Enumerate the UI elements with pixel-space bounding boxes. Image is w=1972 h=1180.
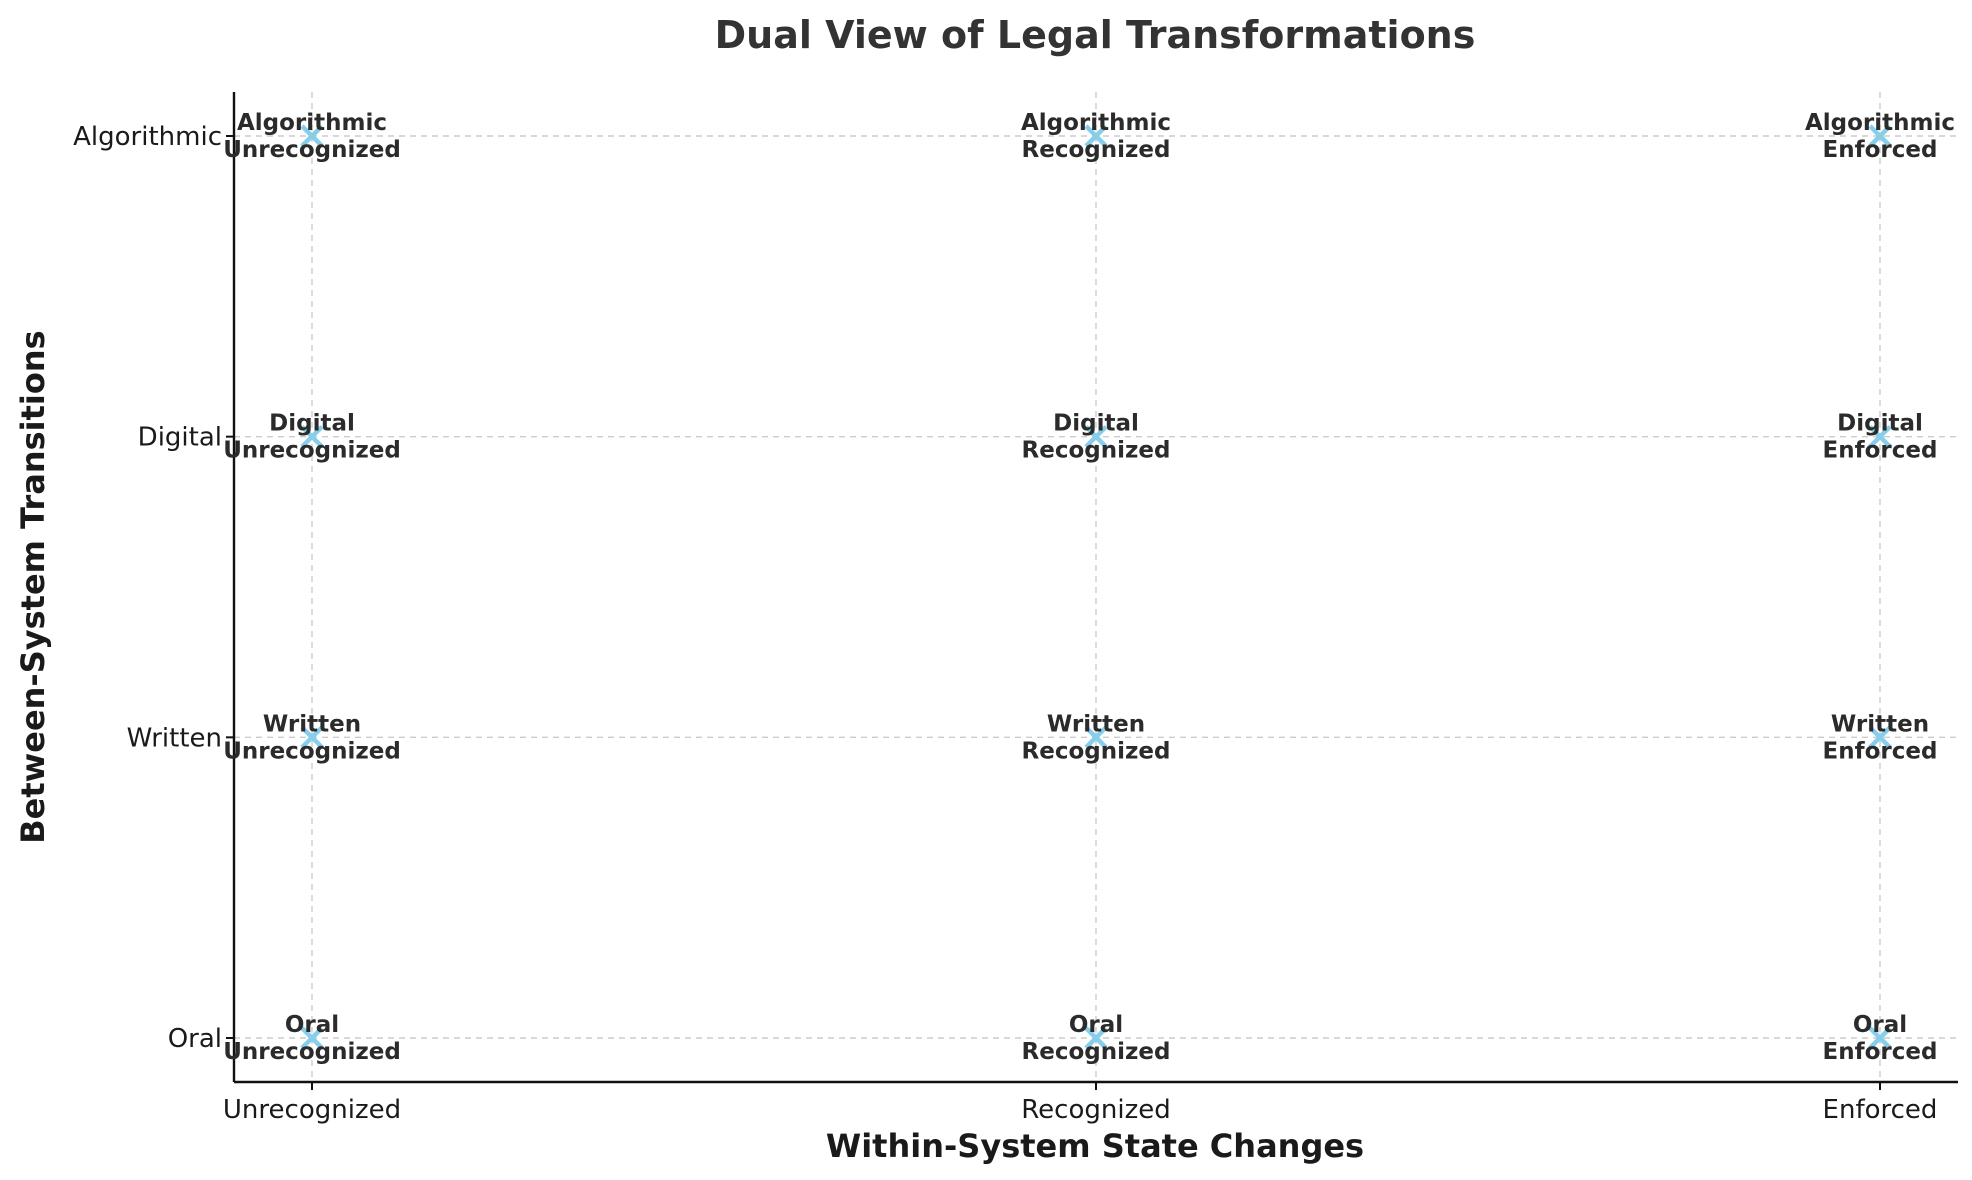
point-label-algorithmic-unrecognized: Algorithmic Unrecognized bbox=[223, 110, 401, 163]
y-axis-label: Between-System Transitions bbox=[14, 330, 52, 843]
point-label-oral-recognized: Oral Recognized bbox=[1022, 1012, 1171, 1065]
data-point-oral-enforced bbox=[1868, 1026, 1892, 1050]
data-point-algorithmic-unrecognized bbox=[300, 124, 324, 148]
data-point-algorithmic-recognized bbox=[1084, 124, 1108, 148]
point-label-written-enforced: Written Enforced bbox=[1823, 711, 1938, 764]
data-point-digital-enforced bbox=[1868, 425, 1892, 449]
x-marker-stroke bbox=[1868, 425, 1892, 449]
data-point-algorithmic-enforced bbox=[1868, 124, 1892, 148]
axis-ticks: Unrecognized Recognized Enforced Oral Writte… bbox=[73, 122, 1937, 1125]
data-point-oral-recognized bbox=[1084, 1026, 1108, 1050]
point-label-digital-recognized: Digital Recognized bbox=[1022, 411, 1171, 464]
point-label-digital-unrecognized: Digital Unrecognized bbox=[223, 411, 401, 464]
data-point-digital-recognized bbox=[1084, 425, 1108, 449]
point-label-written-recognized: Written Recognized bbox=[1022, 711, 1171, 764]
y-tick-label-oral: Oral bbox=[168, 1024, 222, 1054]
point-label-algorithmic-enforced: Algorithmic Enforced bbox=[1805, 110, 1955, 163]
point-label-oral-enforced: Oral Enforced bbox=[1823, 1012, 1938, 1065]
x-marker-stroke bbox=[1084, 725, 1108, 749]
x-marker-stroke bbox=[1084, 425, 1108, 449]
point-label-written-unrecognized: Written Unrecognized bbox=[223, 711, 401, 764]
data-point-written-recognized bbox=[1084, 725, 1108, 749]
grid-lines bbox=[234, 92, 1958, 1082]
x-marker-stroke bbox=[1084, 124, 1108, 148]
point-label-digital-enforced: Digital Enforced bbox=[1823, 411, 1938, 464]
y-tick-label-algorithmic: Algorithmic bbox=[73, 122, 222, 152]
x-marker-stroke bbox=[300, 124, 324, 148]
y-tick-label-written: Written bbox=[127, 723, 222, 753]
x-marker-stroke bbox=[300, 425, 324, 449]
x-tick-label-unrecognized: Unrecognized bbox=[223, 1095, 401, 1125]
data-point-digital-unrecognized bbox=[300, 425, 324, 449]
data-point-written-enforced bbox=[1868, 725, 1892, 749]
x-tick-label-recognized: Recognized bbox=[1021, 1095, 1170, 1125]
x-marker-stroke bbox=[1868, 124, 1892, 148]
x-marker-stroke bbox=[300, 1026, 324, 1050]
x-tick-label-enforced: Enforced bbox=[1823, 1095, 1938, 1125]
data-point-oral-unrecognized bbox=[300, 1026, 324, 1050]
x-axis-label: Within-System State Changes bbox=[826, 1127, 1364, 1165]
y-tick-label-digital: Digital bbox=[138, 423, 222, 453]
point-labels: Oral Unrecognized Oral Recognized Oral Enforc… bbox=[223, 110, 1955, 1065]
x-marker-stroke bbox=[1868, 1026, 1892, 1050]
x-marker-stroke bbox=[1868, 725, 1892, 749]
chart-title: Dual View of Legal Transformations bbox=[715, 13, 1476, 57]
data-point-written-unrecognized bbox=[300, 725, 324, 749]
point-label-oral-unrecognized: Oral Unrecognized bbox=[223, 1012, 401, 1065]
point-label-algorithmic-recognized: Algorithmic Recognized bbox=[1021, 110, 1171, 163]
data-markers bbox=[300, 124, 1892, 1050]
x-marker-stroke bbox=[300, 725, 324, 749]
x-marker-stroke bbox=[1084, 1026, 1108, 1050]
